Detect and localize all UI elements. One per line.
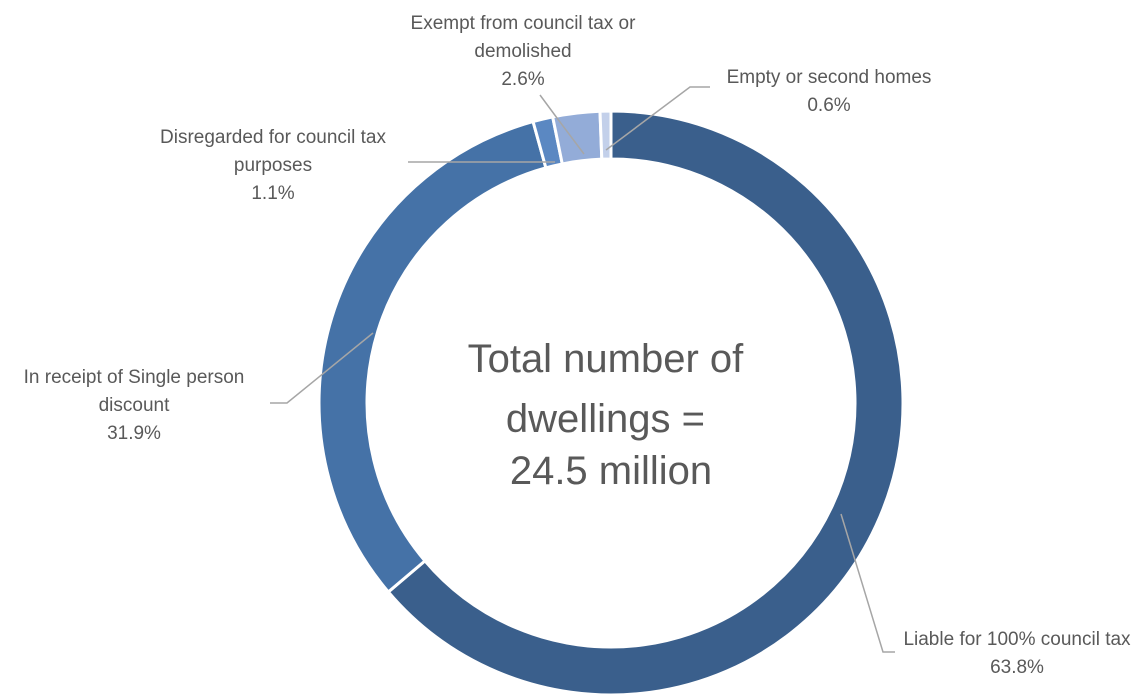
leader-line-empty (605, 86, 710, 151)
value-label: 2.6% (501, 69, 544, 90)
category-label-line: purposes (234, 155, 312, 176)
value-label: 0.6% (807, 95, 850, 116)
category-label-line: demolished (474, 41, 571, 62)
label-single-person: In receipt of Single person discount 31.9% (24, 367, 245, 444)
leader-lines (270, 86, 895, 653)
category-label-line: Disregarded for council tax (160, 127, 386, 148)
category-label-line: Exempt from council tax or (411, 13, 637, 34)
leader-line-single-person (270, 332, 374, 404)
center-line-3: 24.5 million (510, 449, 712, 493)
center-line-1: Total number of (468, 337, 745, 381)
category-label-line: discount (99, 395, 170, 416)
label-empty: Empty or second homes 0.6% (727, 67, 932, 116)
category-label-line: In receipt of Single person (24, 367, 245, 388)
value-label: 31.9% (107, 423, 161, 444)
value-label: 63.8% (990, 657, 1044, 678)
leader-line-exempt (539, 94, 585, 155)
center-total-label: Total number of dwellings = 24.5 million (468, 337, 755, 493)
value-label: 1.1% (251, 183, 294, 204)
leader-line-liable (840, 513, 895, 653)
label-disregarded: Disregarded for council tax purposes 1.1% (160, 127, 386, 204)
slice-exempt (550, 109, 604, 166)
label-exempt: Exempt from council tax or demolished 2.6% (411, 13, 637, 90)
donut-slices (317, 109, 905, 696)
slice-labels: Liable for 100% council tax 63.8% In recei… (24, 13, 1131, 678)
slice-empty (598, 109, 613, 161)
slice-liable (386, 109, 905, 696)
center-line-2: dwellings = (506, 397, 705, 441)
label-liable: Liable for 100% council tax 63.8% (903, 629, 1131, 678)
category-label-line: Empty or second homes (727, 67, 932, 88)
category-label-line: Liable for 100% council tax (903, 629, 1131, 650)
